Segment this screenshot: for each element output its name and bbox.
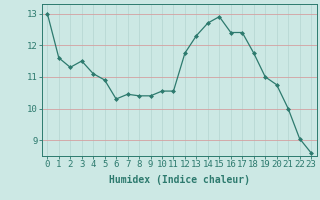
X-axis label: Humidex (Indice chaleur): Humidex (Indice chaleur) — [109, 175, 250, 185]
